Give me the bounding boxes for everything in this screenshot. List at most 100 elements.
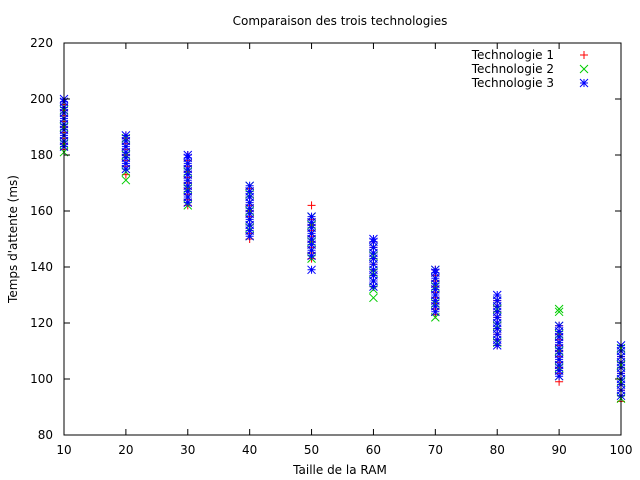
data-point: [183, 150, 193, 160]
x-tick-label: 60: [366, 443, 381, 457]
data-point: [245, 215, 255, 224]
x-tick-label: 10: [56, 443, 71, 457]
data-point: [121, 131, 131, 140]
series-3: [59, 94, 626, 401]
x-tick-label: 50: [304, 443, 319, 457]
data-point: [307, 245, 316, 255]
data-point: [121, 175, 131, 185]
y-tick-label: 180: [30, 148, 53, 162]
x-tick-label: 90: [551, 443, 566, 457]
data-point: [369, 293, 378, 303]
data-point: [183, 170, 193, 179]
data-point: [369, 271, 378, 280]
y-axis-ticks: 80 100 120 140 160 180 200 220: [30, 36, 621, 442]
x-tick-label: 40: [242, 443, 257, 457]
data-point: [307, 251, 316, 261]
x-tick-label: 100: [610, 443, 633, 457]
y-tick-label: 100: [30, 372, 53, 386]
data-point: [183, 181, 193, 191]
data-point: [369, 276, 378, 286]
x-tick-label: 70: [428, 443, 443, 457]
legend-marker: [579, 64, 589, 74]
data-point: [430, 273, 440, 283]
legend-label: Technologie 3: [471, 76, 554, 90]
y-tick-label: 140: [30, 260, 53, 274]
data-point: [554, 307, 564, 317]
data-point: [183, 192, 193, 202]
data-point: [183, 159, 193, 168]
data-point: [430, 279, 440, 289]
data-point: [430, 290, 440, 300]
y-tick-label: 120: [30, 316, 53, 330]
chart-title: Comparaison des trois technologies: [233, 14, 448, 28]
data-point: [430, 301, 440, 311]
data-point: [183, 175, 193, 185]
data-point: [492, 329, 502, 339]
data-point: [369, 248, 378, 258]
data-point: [307, 217, 316, 227]
legend-label: Technologie 2: [471, 62, 554, 76]
data-point: [369, 243, 378, 252]
data-point: [492, 335, 502, 345]
data-point: [369, 234, 378, 244]
data-point: [492, 290, 502, 300]
data-point: [554, 327, 564, 336]
data-point: [369, 282, 378, 291]
data-point: [492, 341, 502, 350]
data-point: [307, 229, 316, 238]
data-point: [183, 164, 193, 174]
data-point: [369, 259, 378, 269]
data-point: [554, 360, 564, 370]
y-tick-label: 160: [30, 204, 53, 218]
data-point: [492, 301, 502, 311]
data-point: [554, 366, 564, 375]
data-point: [307, 201, 316, 210]
data-point: [121, 136, 131, 146]
data-point: [554, 332, 564, 342]
data-point: [430, 307, 440, 317]
data-point: [554, 371, 564, 381]
x-axis-ticks: 10 20 30 40 50 60 70 80 90 100: [56, 43, 632, 457]
data-point: [492, 324, 502, 333]
series-2: [59, 97, 626, 403]
data-point: [245, 181, 255, 191]
data-point: [245, 192, 255, 202]
data-point: [554, 349, 564, 359]
data-point: [183, 187, 193, 196]
plot-frame: [63, 42, 622, 436]
data-point: [369, 265, 378, 275]
series-1: [60, 95, 625, 406]
legend-label: Technologie 1: [471, 48, 554, 62]
data-point: [369, 254, 378, 263]
data-point: [307, 240, 316, 249]
data-point: [245, 198, 255, 207]
data-point: [430, 265, 440, 275]
y-tick-label: 200: [30, 92, 53, 106]
x-tick-label: 20: [118, 443, 133, 457]
data-point: [492, 307, 502, 317]
legend-marker: [580, 51, 588, 59]
y-tick-label: 220: [30, 36, 53, 50]
data-point: [183, 198, 193, 207]
data-point: [121, 142, 131, 151]
data-point: [492, 313, 502, 322]
x-tick-label: 80: [490, 443, 505, 457]
data-point: [554, 343, 564, 353]
data-point: [554, 321, 564, 331]
x-axis-label: Taille de la RAM: [292, 463, 387, 477]
data-point: [121, 164, 131, 174]
data-point: [245, 226, 255, 235]
data-point: [554, 338, 564, 347]
data-point: [307, 265, 316, 275]
data-point: [492, 296, 502, 305]
data-point: [121, 147, 131, 157]
data-point: [307, 223, 316, 233]
data-point: [121, 159, 131, 168]
data-point: [121, 153, 131, 163]
x-tick-label: 30: [180, 443, 195, 457]
legend-marker: [579, 78, 589, 88]
data-point: [430, 285, 440, 294]
y-tick-label: 80: [38, 428, 53, 442]
